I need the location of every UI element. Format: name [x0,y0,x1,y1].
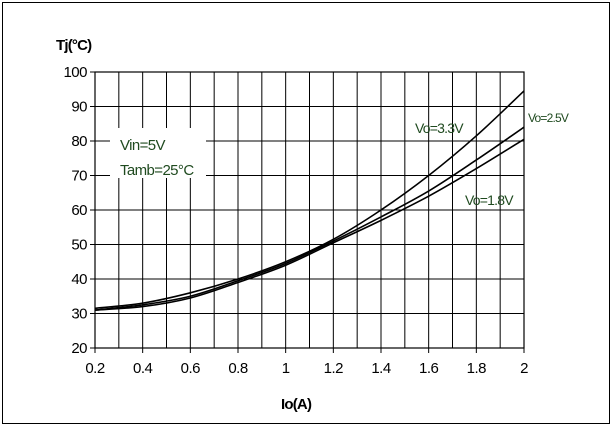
series-line-vo-2-5v [94,126,525,311]
annotation-vin: Vin=5V [120,137,166,154]
series-label-vo-3-3v: Vo=3.3V [415,120,464,136]
x-tick-label: 1.6 [419,360,439,377]
x-tick-label: 0.6 [181,360,201,377]
x-tick-label: 1.2 [324,360,344,377]
y-tick-label: 90 [71,99,87,116]
series-line-vo-3-3v [94,90,525,310]
y-tick-label: 80 [71,133,87,150]
y-tick-label: 70 [71,168,87,185]
x-tick-label: 2 [520,360,528,377]
x-tick-label: 0.4 [133,360,153,377]
x-tick-label: 1 [282,360,290,377]
y-tick-label: 30 [71,306,87,323]
grid [94,71,525,349]
x-tick-label: 1.8 [467,360,487,377]
annotation-box [110,128,206,178]
x-tick-label: 0.2 [85,360,105,377]
annotation-tamb: Tamb=25°C [120,162,194,179]
y-tick-label: 40 [71,271,87,288]
y-tick-label: 100 [63,64,87,81]
series-label-vo-2-5v: Vo=2.5V [528,111,569,125]
x-axis-title: Io(A) [281,396,312,413]
series-group [94,90,525,311]
x-tick-label: 0.8 [228,360,248,377]
axis-ticks: 20 30 40 50 60 70 80 90 100 0.2 0.4 0.6 0.8 1 1.2 1.4 1.… [63,64,528,377]
series-label-vo-1-8v: Vo=1.8V [465,192,514,208]
x-tick-label: 1.4 [371,360,391,377]
y-tick-label: 60 [71,202,87,219]
y-tick-label: 50 [71,237,87,254]
y-tick-label: 20 [71,340,87,357]
series-line-vo-1-8v [94,138,525,311]
y-axis-title: Tj(°C) [56,37,92,54]
